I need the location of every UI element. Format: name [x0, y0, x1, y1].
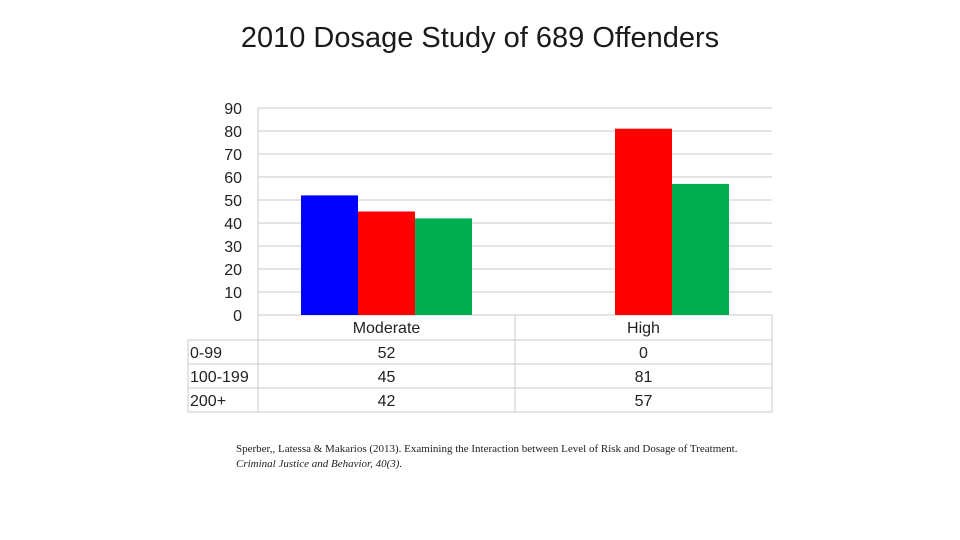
bars: [301, 128, 729, 315]
table-row-label: 200+: [190, 393, 226, 410]
data-label: 81: [635, 369, 653, 386]
bar-moderate-0-99: [301, 195, 358, 315]
y-tick-label: 50: [224, 193, 242, 210]
y-axis-ticks: 0 10 20 30 40 50 60 70 80 90: [224, 101, 242, 325]
data-label: 52: [378, 345, 396, 362]
category-label: Moderate: [353, 320, 421, 337]
bar-moderate-200plus: [415, 218, 472, 315]
table-row-label: 100-199: [190, 369, 249, 386]
category-label: High: [627, 320, 660, 337]
data-label: 57: [635, 393, 653, 410]
y-tick-label: 0: [233, 308, 242, 325]
citation-text: Sperber,, Latessa & Makarios (2013). Exa…: [236, 443, 738, 455]
y-tick-label: 30: [224, 239, 242, 256]
data-label: 45: [378, 369, 396, 386]
y-tick-label: 40: [224, 216, 242, 233]
bar-moderate-100-199: [358, 211, 415, 315]
data-table: Moderate High 0-99 52 0 100-199 45 81 200+ 42 57: [187, 315, 773, 413]
y-tick-label: 70: [224, 147, 242, 164]
data-label: 42: [378, 393, 396, 410]
y-tick-label: 20: [224, 262, 242, 279]
citation: Sperber,, Latessa & Makarios (2013). Exa…: [236, 442, 756, 472]
table-row-label: 0-99: [190, 345, 222, 362]
y-tick-label: 10: [224, 285, 242, 302]
y-tick-label: 80: [224, 124, 242, 141]
chart-title: 2010 Dosage Study of 689 Offenders: [240, 22, 720, 54]
data-label: 0: [639, 345, 648, 362]
citation-journal: Criminal Justice and Behavior, 40(3).: [236, 458, 403, 470]
bar-high-200plus: [672, 183, 729, 315]
y-tick-label: 60: [224, 170, 242, 187]
bar-high-100-199: [615, 128, 672, 315]
y-tick-label: 90: [224, 101, 242, 118]
